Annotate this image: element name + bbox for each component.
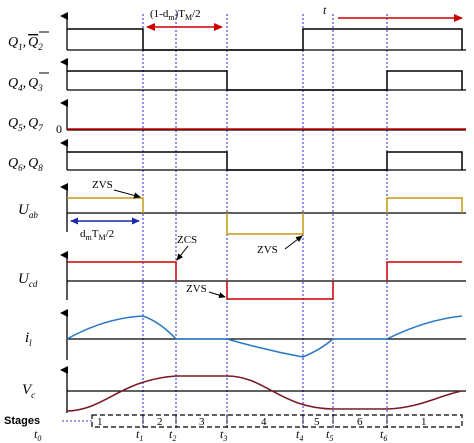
ucd-waveform-2 xyxy=(226,281,334,300)
zvs-annotation-1: ZVS xyxy=(92,179,141,199)
row-il: il xyxy=(25,309,466,360)
dead-time-label: (1-dm)TM/2 xyxy=(150,8,201,22)
q1-waveform xyxy=(67,28,463,51)
zero-label: 0 xyxy=(56,122,62,136)
row-q5-q7: Q5, Q7 0 xyxy=(8,99,466,136)
vc-waveform xyxy=(66,375,463,412)
zvs-label-1: ZVS xyxy=(92,179,113,191)
uab-waveform-2 xyxy=(226,213,304,235)
stages-box xyxy=(91,414,463,428)
label-vc: Vc xyxy=(22,382,35,400)
uab-waveform-1 xyxy=(67,197,144,213)
row-q4-q3: Q4, Q3 xyxy=(8,58,466,93)
row-vc: Vc xyxy=(22,366,466,413)
dm-annotation: dmTM/2 xyxy=(70,217,140,242)
t-label: t xyxy=(323,3,327,17)
label-q6-q8: Q6, Q8 xyxy=(8,156,43,173)
row-q6-q8: Q6, Q8 xyxy=(8,139,466,173)
row-uab: Uab xyxy=(18,183,466,235)
stages-title: Stages xyxy=(4,415,40,427)
time-label-t0: t0 xyxy=(34,427,41,443)
stage-label-7: 1 xyxy=(421,416,427,428)
stage-label-3: 3 xyxy=(199,416,205,428)
zvs-annotation-3: ZVS xyxy=(186,283,226,299)
zvs-pointer-1 xyxy=(113,189,141,199)
time-label-t2: t2 xyxy=(169,427,176,443)
dead-time-annotation: (1-dm)TM/2 xyxy=(146,8,223,31)
dm-label: dmTM/2 xyxy=(80,228,114,242)
time-label-t1: t1 xyxy=(136,427,143,443)
zvs-annotation-2: ZVS xyxy=(257,235,303,256)
zvs-pointer-2 xyxy=(284,235,303,250)
stage-label-1: 1 xyxy=(97,416,103,428)
zvs-label-3: ZVS xyxy=(186,283,207,295)
row-q1-q2: Q1, Q2 xyxy=(8,12,466,52)
label-il: il xyxy=(25,330,32,348)
label-q1-q2: Q1, Q2 xyxy=(8,35,43,52)
zcs-pointer xyxy=(176,245,189,261)
label-q4-q3: Q4, Q3 xyxy=(8,76,43,93)
label-ucd: Ucd xyxy=(18,271,38,289)
ucd-waveform-3 xyxy=(386,261,462,281)
time-labels: t0 t1 t2 t3 t4 t5 t6 xyxy=(34,427,387,443)
row-ucd: Ucd xyxy=(18,251,466,300)
stage-label-6: 6 xyxy=(357,416,363,428)
il-waveform xyxy=(66,315,463,358)
stages-row: Stages 1 2 3 4 5 6 1 xyxy=(4,414,463,428)
time-label-t6: t6 xyxy=(380,427,387,443)
stage-label-4: 4 xyxy=(261,416,267,428)
zvs-pointer-3 xyxy=(208,291,226,299)
t-annotation: t xyxy=(323,3,463,22)
uab-waveform-3 xyxy=(386,197,463,213)
time-label-t3: t3 xyxy=(220,427,227,443)
time-label-t5: t5 xyxy=(326,427,333,443)
ucd-waveform-1 xyxy=(67,261,177,281)
stage-label-2: 2 xyxy=(157,416,163,428)
zvs-label-2: ZVS xyxy=(257,244,278,256)
stage-label-5: 5 xyxy=(314,416,320,428)
label-uab: Uab xyxy=(18,202,38,220)
q6-waveform xyxy=(67,151,463,171)
q4-waveform xyxy=(67,70,463,91)
zcs-label: ZCS xyxy=(177,234,197,246)
time-instant-markers xyxy=(142,14,388,428)
label-q5-q7: Q5, Q7 xyxy=(8,116,43,133)
time-label-t4: t4 xyxy=(296,427,303,443)
zcs-annotation: ZCS xyxy=(176,234,197,261)
